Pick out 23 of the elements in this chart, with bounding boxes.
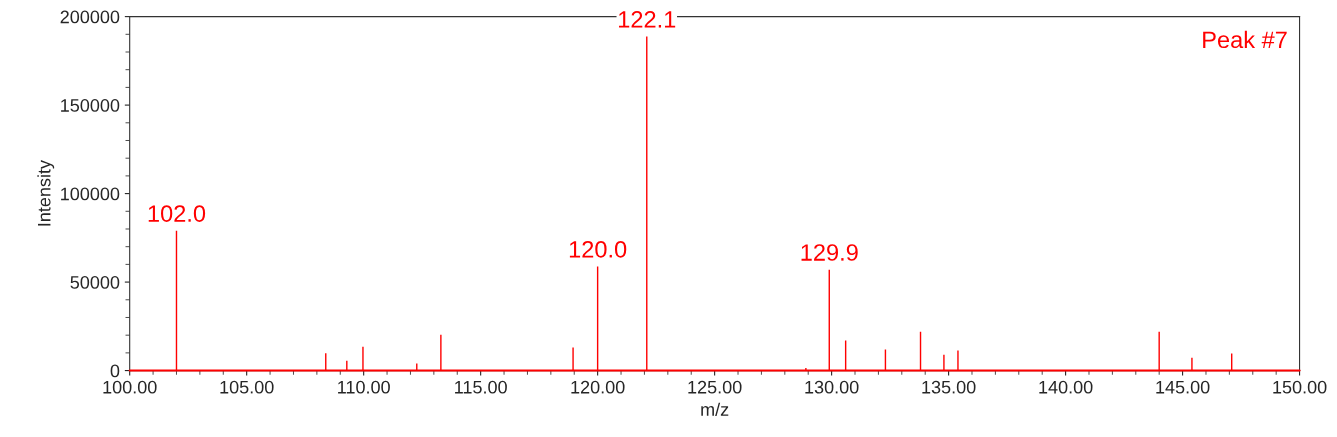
x-tick-label: 130.00 [805,380,859,394]
y-tick-label: 100000 [61,187,120,201]
annotation: 120.0 [569,240,627,258]
annotation: 122.1 [619,11,676,28]
x-tick-label: 125.00 [688,380,742,394]
x-tick-label: 140.00 [1039,380,1093,394]
y-axis-title: Intensity [37,160,55,226]
y-tick-label: 150000 [61,99,120,112]
y-tick-label: 0 [110,364,120,378]
x-tick-label: 110.00 [338,380,390,394]
x-axis-title: m/z [701,402,729,416]
x-tick-label: 145.00 [1156,380,1210,394]
annotation: 129.9 [801,244,858,261]
x-tick-label: 120.00 [571,380,625,394]
y-tick-label: 200000 [60,10,120,24]
y-tick-label: 50000 [70,276,120,289]
x-tick-label: 135.00 [922,380,976,394]
x-tick-label: 115.00 [455,380,507,394]
x-tick-label: 105.00 [220,380,274,394]
x-tick-label: 150.00 [1273,380,1327,394]
x-tick-label: 100.00 [103,380,157,394]
annotation: Peak #7 [1203,30,1287,49]
annotation: 102.0 [148,205,206,222]
